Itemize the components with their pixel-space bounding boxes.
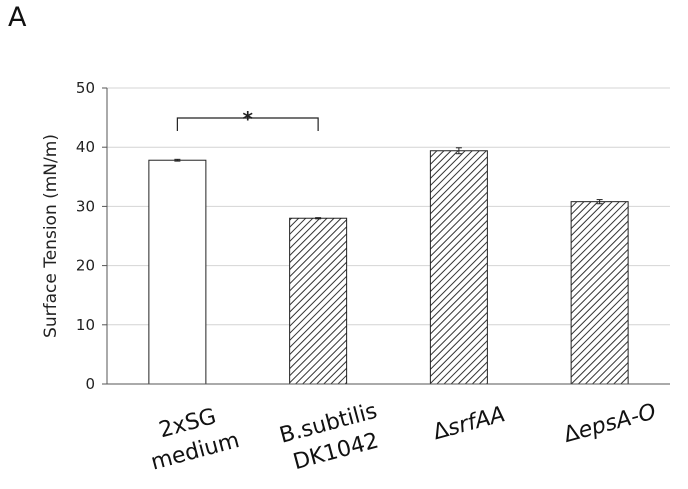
- labels: 0 10 20 30 40 50 Surface Tension (mN/m) 2xSGmed…: [41, 79, 659, 476]
- bar: [570, 201, 629, 385]
- y-axis-label: Surface Tension (mN/m): [41, 134, 61, 338]
- y-tick-label: 40: [76, 138, 95, 156]
- x-category-label: ΔepsA-O: [561, 399, 659, 448]
- significance-bracket: [176, 117, 319, 131]
- y-tick-label: 20: [76, 257, 95, 275]
- panel-label: A: [8, 2, 27, 33]
- label-prefix: Δ: [430, 417, 451, 445]
- bars: [148, 147, 629, 385]
- y-tick-label: 30: [76, 197, 95, 215]
- x-tick-label: ΔsrfAA: [430, 402, 507, 445]
- label-gene: epsA-O: [576, 399, 659, 444]
- bar: [289, 217, 348, 385]
- label-gene: srfAA: [445, 402, 508, 441]
- y-tick-label: 50: [76, 79, 95, 97]
- significance-star: *: [243, 107, 254, 131]
- y-tick-label: 10: [76, 316, 95, 334]
- x-tick-label: ΔepsA-O: [561, 399, 659, 448]
- y-tick-label: 0: [85, 375, 95, 393]
- bar: [429, 150, 488, 385]
- x-category-label: ΔsrfAA: [430, 402, 507, 445]
- bar: [148, 159, 207, 385]
- axes: [102, 87, 670, 385]
- label-prefix: Δ: [561, 420, 582, 448]
